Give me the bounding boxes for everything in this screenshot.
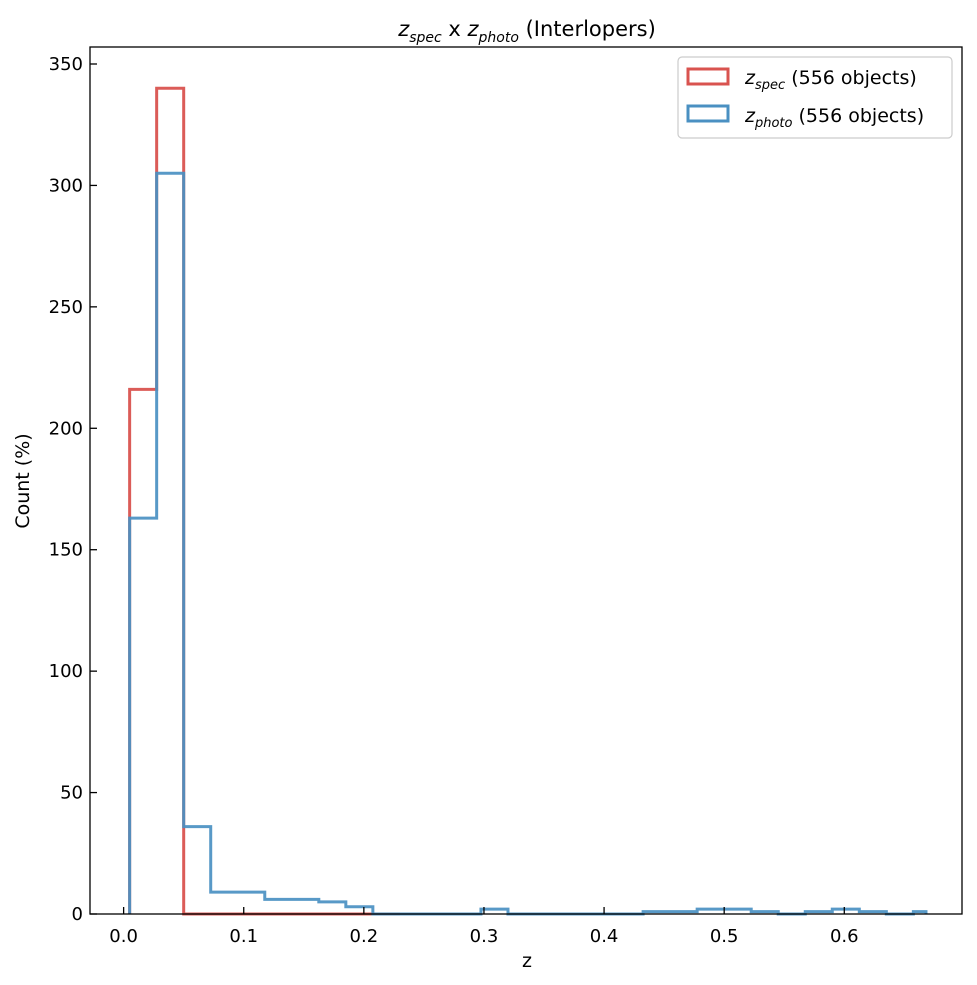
y-axis-label: Count (%) (12, 433, 34, 528)
x-axis-label: z (522, 950, 532, 972)
x-tick-label: 0.2 (350, 926, 379, 947)
legend: zspec (556 objects) zphoto (556 objects) (677, 56, 953, 139)
y-tick-label: 50 (60, 783, 83, 804)
legend-label-zphoto: zphoto (556 objects) (744, 105, 924, 131)
legend-swatch-zspec (686, 67, 730, 86)
chart-title: zspec x zphoto (Interlopers) (397, 17, 656, 46)
y-tick-label: 300 (49, 175, 83, 196)
y-tick-label: 350 (49, 54, 83, 75)
y-axis-ticks: 0 50 100 150 200 250 300 350 (49, 54, 97, 925)
y-tick-label: 200 (49, 418, 83, 439)
x-tick-label: 0.0 (109, 926, 138, 947)
x-axis-ticks: 0.0 0.1 0.2 0.3 0.4 0.5 0.6 (109, 907, 859, 947)
x-tick-label: 0.1 (229, 926, 258, 947)
x-tick-label: 0.3 (470, 926, 499, 947)
legend-label-zspec: zspec (556 objects) (744, 67, 917, 93)
y-tick-label: 0 (72, 904, 83, 925)
legend-box (677, 56, 953, 139)
y-tick-label: 250 (49, 297, 83, 318)
y-tick-label: 100 (49, 661, 83, 682)
legend-swatch-zphoto (686, 104, 730, 123)
y-tick-label: 150 (49, 540, 83, 561)
x-tick-label: 0.4 (590, 926, 619, 947)
plot-frame (89, 46, 963, 915)
x-tick-label: 0.5 (710, 926, 739, 947)
x-tick-label: 0.6 (830, 926, 859, 947)
